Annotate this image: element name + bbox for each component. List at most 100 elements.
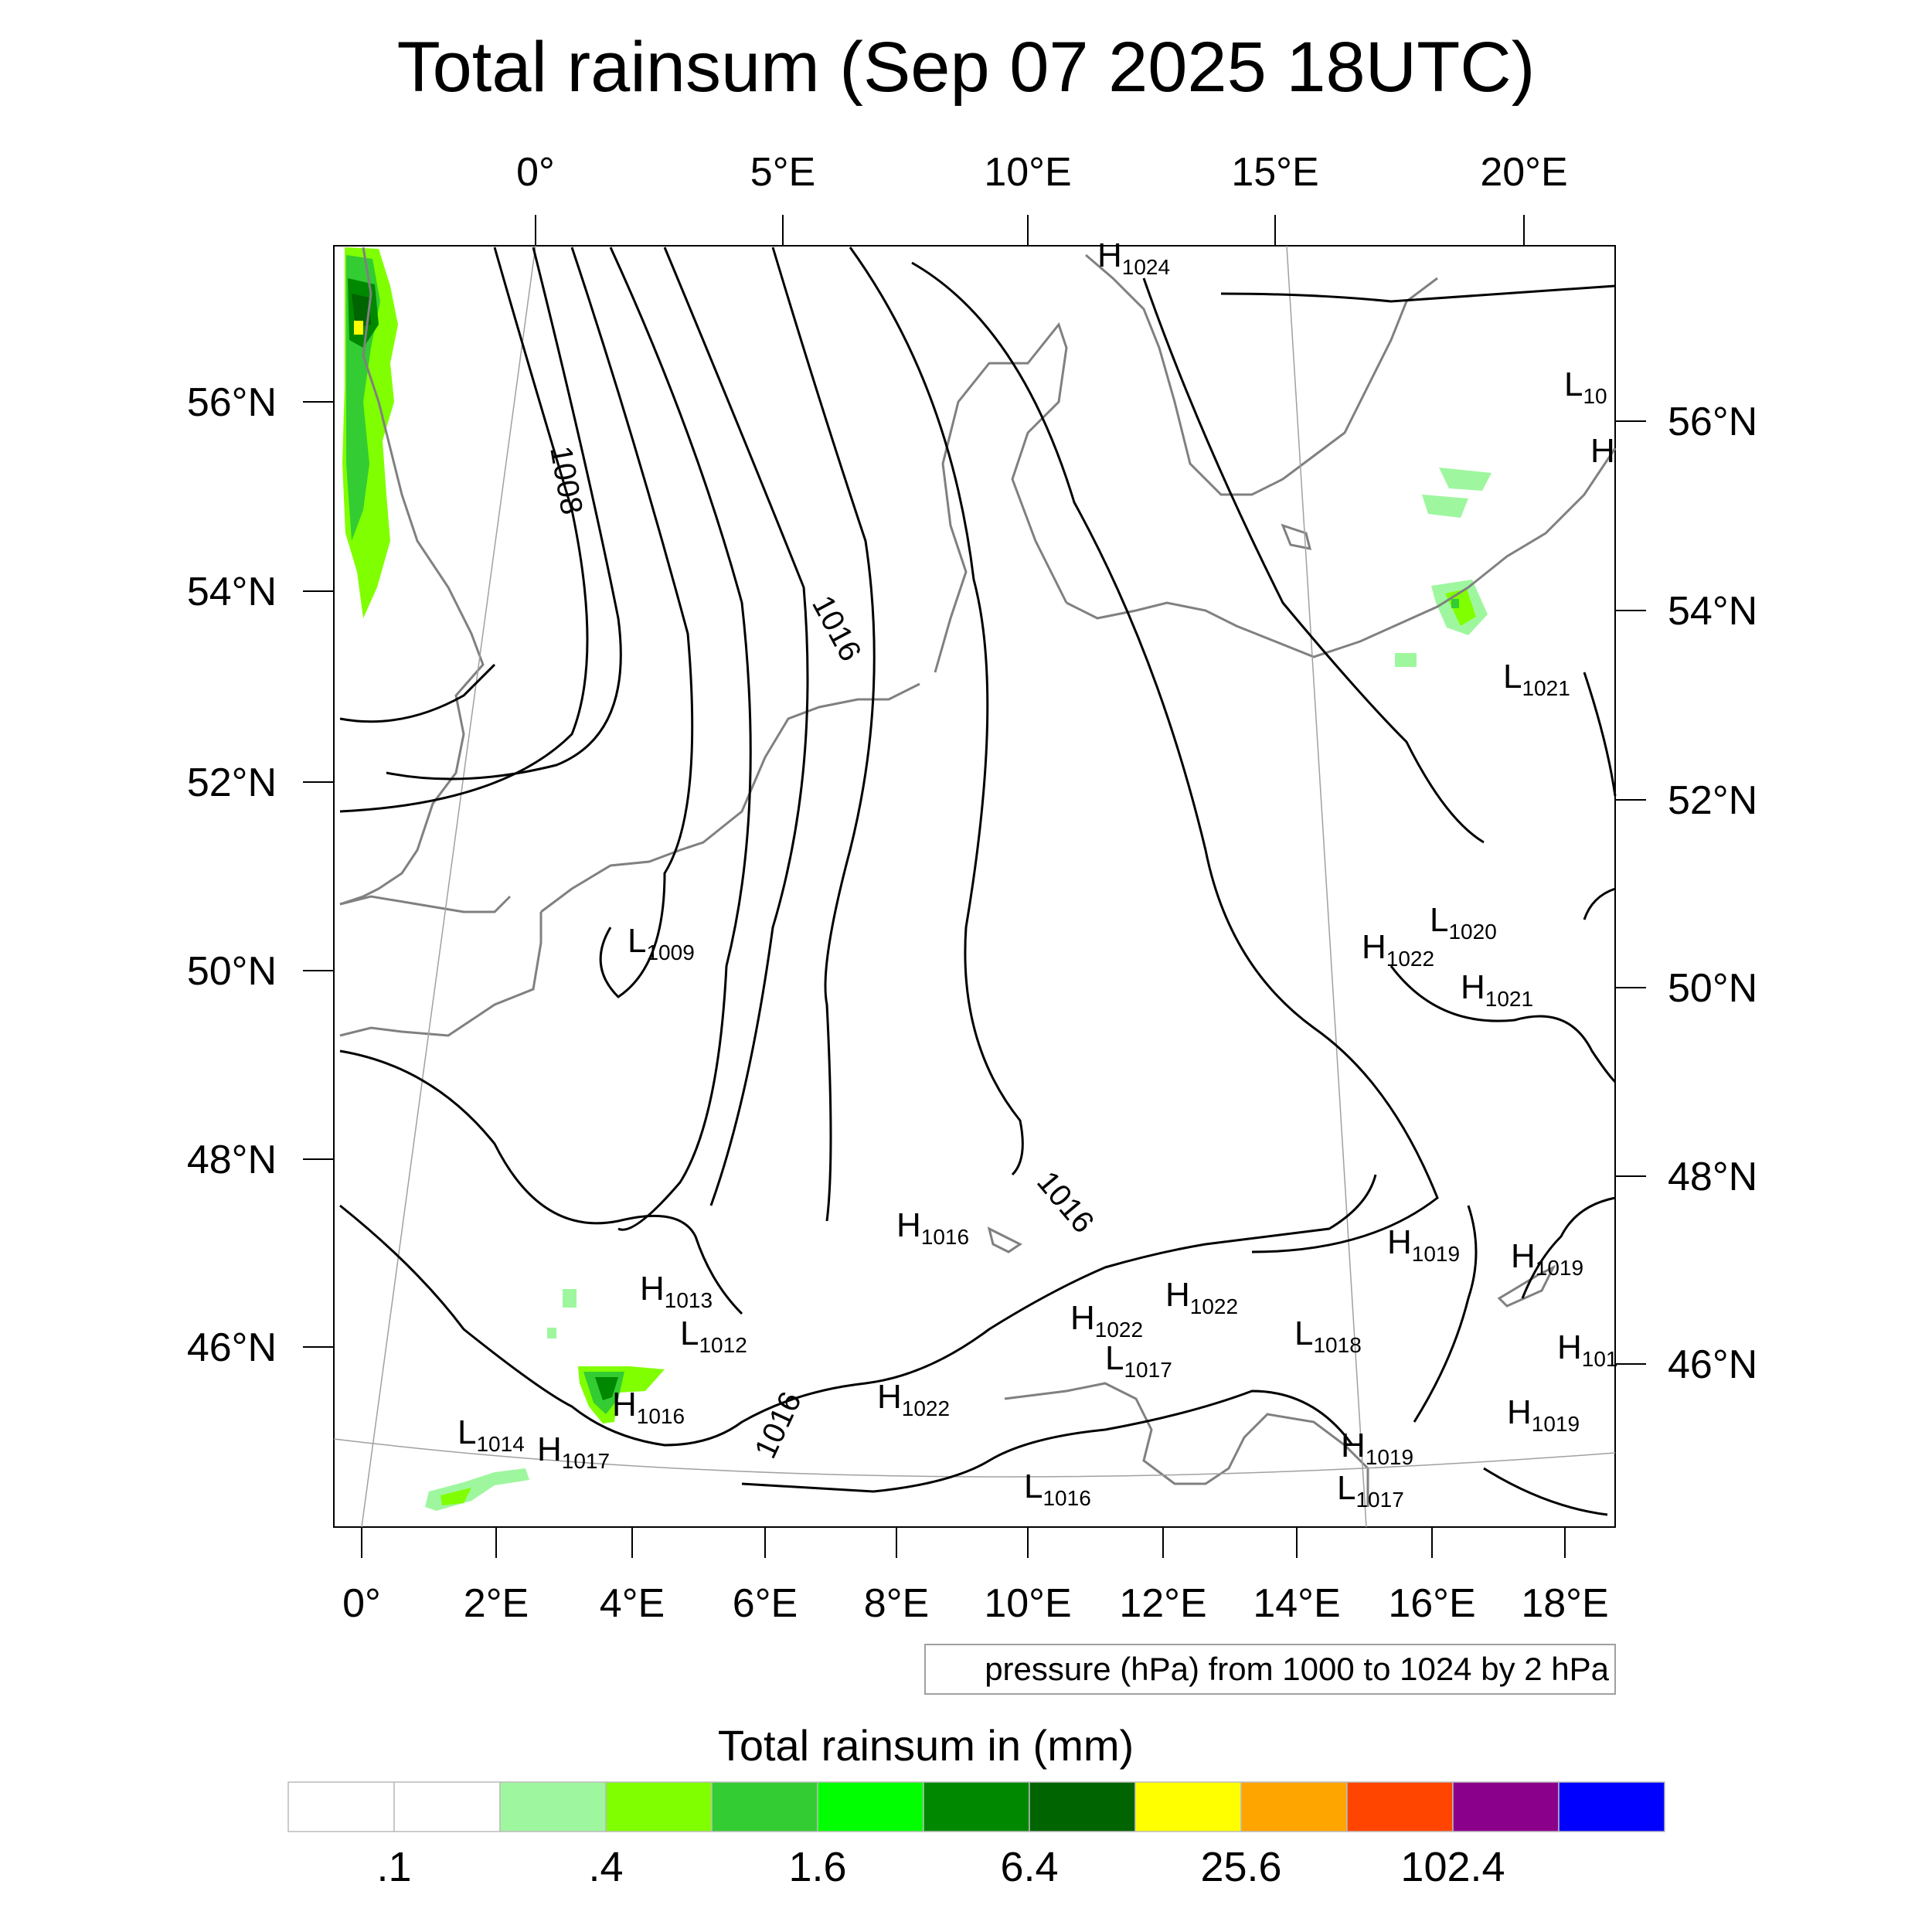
isobar [1413, 1205, 1478, 1423]
meridian-0 [361, 245, 536, 1528]
pressure-center: H1019 [1507, 1393, 1580, 1436]
bottom-lon-label: 12°E [1119, 1581, 1206, 1626]
legend-swatch [1240, 1781, 1348, 1832]
right-lat-label: 46°N [1668, 1342, 1757, 1387]
figure-title: Total rainsum (Sep 07 2025 18UTC) [397, 28, 1536, 107]
coast-britain-south [339, 895, 512, 913]
legend-label: .4 [588, 1844, 623, 1890]
pressure-center: H1016 [612, 1386, 685, 1428]
top-lon-label: 20°E [1480, 150, 1567, 195]
pressure-center: L1020 [1430, 901, 1497, 944]
isobar [339, 663, 496, 723]
isobar [609, 247, 752, 1231]
legend-label: 6.4 [1000, 1844, 1058, 1890]
map-frame [333, 245, 1616, 1528]
legend-color-boxes [287, 1781, 1665, 1832]
precip-patch-southwest [425, 1468, 529, 1511]
isobar [386, 247, 622, 781]
isobar [741, 1389, 1354, 1493]
top-lon-label: 15°E [1231, 150, 1318, 195]
pressure-center: H1019 [1387, 1223, 1460, 1266]
parallel-45n [333, 1438, 1616, 1478]
tick-marks [303, 215, 1646, 1558]
precip-patch-north-uk [342, 247, 398, 618]
isobar [849, 247, 1024, 1176]
pressure-center: H1016 [896, 1206, 969, 1249]
pressure-center: H1022 [1165, 1276, 1238, 1318]
bottom-lon-label: 6°E [733, 1581, 798, 1626]
legend-swatch [605, 1781, 713, 1832]
legend-swatch [1452, 1781, 1560, 1832]
pressure-center: L1016 [1024, 1468, 1091, 1510]
legend-swatch [1346, 1781, 1454, 1832]
pressure-center: H1022 [877, 1378, 950, 1420]
pressure-center: L1009 [628, 922, 695, 964]
legend-swatch [499, 1781, 607, 1832]
isobar [1142, 277, 1485, 844]
legend-label: .1 [376, 1844, 411, 1890]
isobar [570, 247, 694, 998]
isobar [771, 247, 876, 1222]
precip-peak [354, 321, 363, 335]
coast-gotland [1281, 523, 1312, 550]
contour-info-box: pressure (hPa) from 1000 to 1024 by 2 hP… [924, 1644, 1616, 1695]
pressure-center: H1024 [1097, 236, 1170, 279]
pressure-center: H1022 [1362, 928, 1434, 971]
isobar [339, 247, 589, 813]
legend-swatch [923, 1781, 1030, 1832]
legend-swatch [817, 1781, 924, 1832]
coast-germany-north [1066, 601, 1392, 658]
graticule [333, 245, 1616, 1528]
precip-light [1422, 495, 1468, 518]
bottom-lon-label: 4°E [600, 1581, 665, 1626]
legend-label: 102.4 [1400, 1844, 1505, 1890]
left-lat-label: 48°N [187, 1138, 277, 1182]
meridian-15e [1286, 245, 1367, 1528]
isobar [1220, 284, 1616, 303]
isobar [1389, 965, 1617, 1083]
pressure-center: L10 [1564, 366, 1607, 408]
left-lat-label: 56°N [187, 380, 277, 425]
pressure-center: H101 [1557, 1328, 1618, 1371]
precip-heavy [595, 1377, 618, 1400]
precip-spot [1451, 599, 1459, 608]
legend-swatch [393, 1781, 501, 1832]
legend-swatch [1134, 1781, 1242, 1832]
precip-light [1439, 468, 1492, 491]
bottom-lon-label: 10°E [984, 1581, 1071, 1626]
right-lat-label: 54°N [1668, 589, 1757, 634]
contour-info-text: pressure (hPa) from 1000 to 1024 by 2 hP… [985, 1651, 1609, 1687]
pressure-center: H1017 [537, 1430, 610, 1473]
pressure-center: H [1590, 432, 1615, 470]
pressure-center: H1021 [1461, 968, 1533, 1011]
isobars [339, 247, 1617, 1516]
precip-darkest [352, 294, 371, 328]
left-lat-label: 54°N [187, 570, 277, 614]
coastlines [339, 247, 1617, 1507]
contour-info-frame [924, 1644, 1616, 1695]
pressure-center: L1012 [680, 1315, 747, 1357]
pressure-centers: H1024 L10 H L1021 L1020 H1022 H1021 L100… [457, 236, 1618, 1512]
left-lat-label: 46°N [187, 1325, 277, 1370]
pressure-center: L1017 [1337, 1469, 1404, 1512]
pressure-center: L1017 [1105, 1339, 1172, 1382]
legend-label: 1.6 [788, 1844, 846, 1890]
isobar [1583, 887, 1616, 920]
pressure-center: L1018 [1294, 1315, 1362, 1357]
top-lon-label: 0° [516, 150, 555, 195]
lake-geneva [987, 1226, 1022, 1253]
isobar [339, 1174, 1377, 1447]
isobar [1583, 672, 1617, 797]
bottom-lon-label: 16°E [1388, 1581, 1475, 1626]
precip-spot [547, 1328, 556, 1338]
bottom-lon-label: 18°E [1521, 1581, 1608, 1626]
right-lat-label: 52°N [1668, 778, 1757, 823]
isobar [339, 1049, 743, 1315]
bottom-lon-label: 2°E [464, 1581, 529, 1626]
top-lon-label: 10°E [984, 150, 1071, 195]
coast-poland-baltic [1390, 447, 1617, 629]
left-lat-label: 52°N [187, 760, 277, 805]
top-lon-label: 5°E [750, 150, 815, 195]
bottom-lon-label: 8°E [864, 1581, 929, 1626]
